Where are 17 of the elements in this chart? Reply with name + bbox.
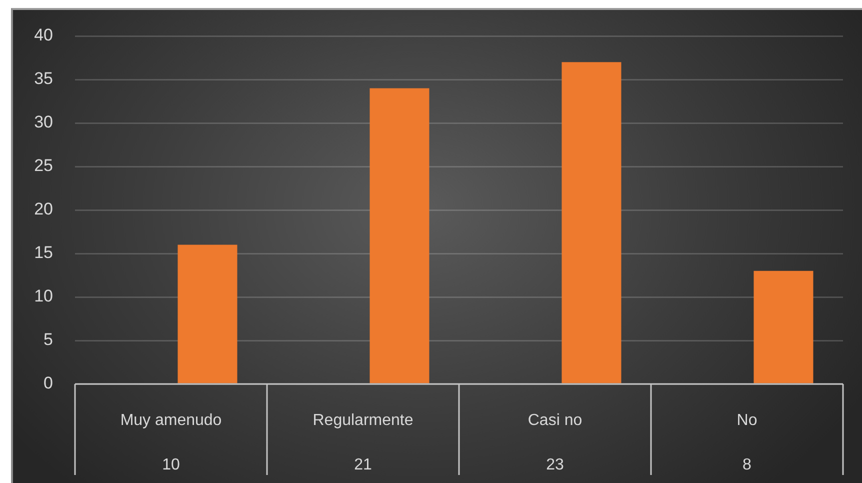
y-tick-label: 5 xyxy=(44,330,53,350)
y-tick-label: 30 xyxy=(34,112,53,132)
y-tick-label: 10 xyxy=(34,286,53,306)
x-tick-label: Regularmente xyxy=(312,412,414,430)
text: 21 xyxy=(354,456,372,474)
x-tick-label: No xyxy=(736,412,758,430)
x-tick-label: Muy amenudo xyxy=(120,412,222,430)
y-tick-label: 40 xyxy=(34,26,53,45)
text: 23 xyxy=(546,456,564,474)
y-tick-label: 20 xyxy=(34,200,53,219)
x-tick-label: Casi no xyxy=(528,412,582,430)
y-tick-label: 0 xyxy=(44,374,53,393)
y-tick-label: 25 xyxy=(34,156,53,176)
text: 8 xyxy=(742,456,752,474)
y-tick-label: 35 xyxy=(34,69,53,88)
text: 10 xyxy=(162,456,180,474)
y-tick-label: 15 xyxy=(34,243,53,262)
